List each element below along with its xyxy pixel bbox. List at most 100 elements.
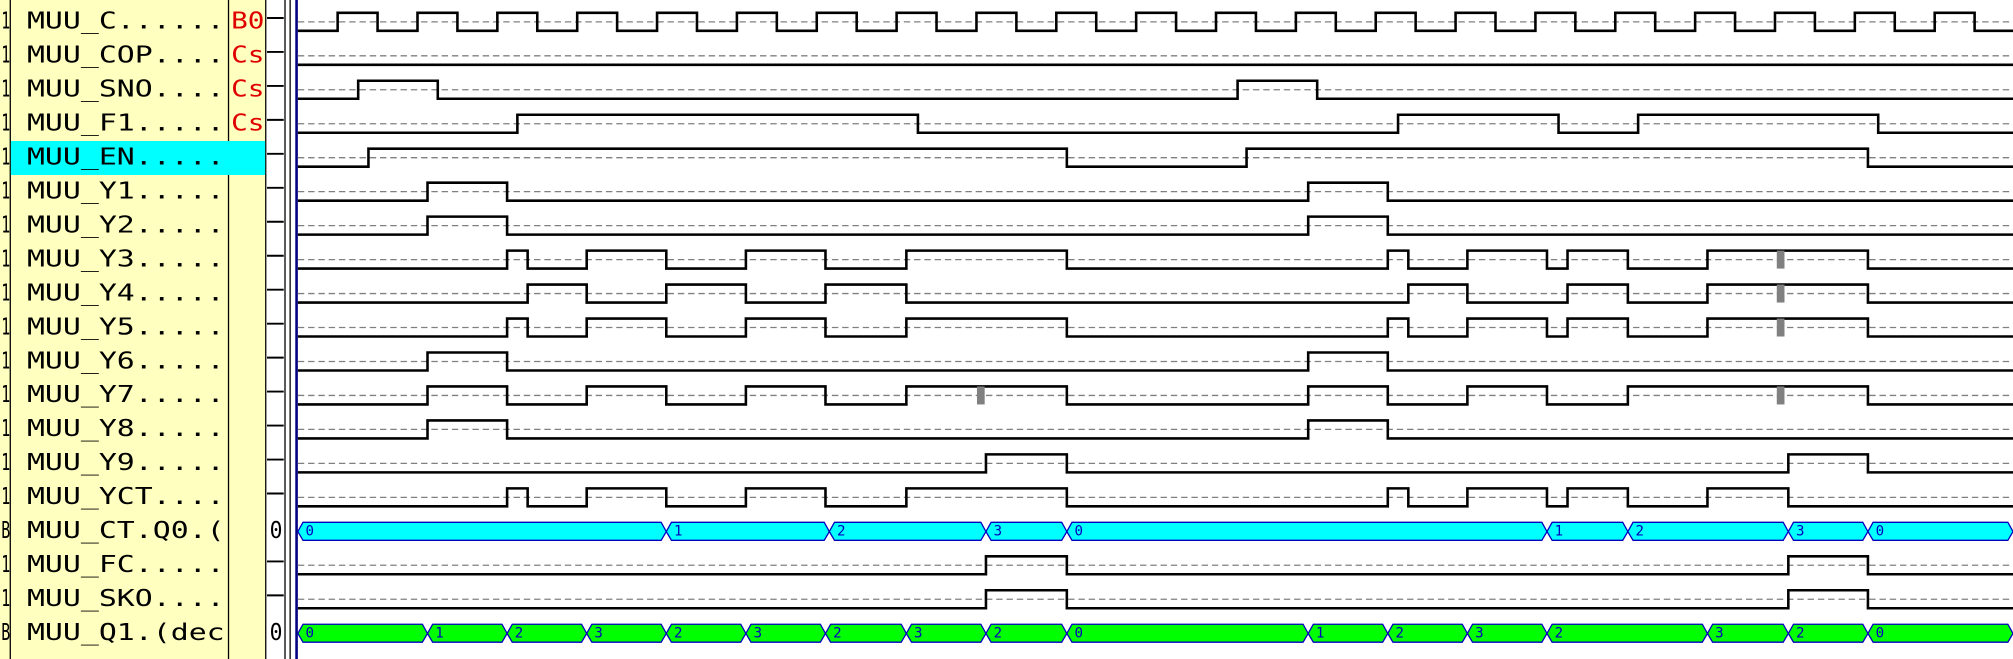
signal-name: MUU_CT.Q0.( xyxy=(27,518,225,544)
bus-segment xyxy=(1627,521,1790,541)
signal-name: MUU_Y7..... xyxy=(27,382,225,408)
signal-waveform xyxy=(297,181,2013,202)
bus-segment xyxy=(665,521,831,541)
bus-value: 0 xyxy=(1075,625,1083,641)
bus-value: 3 xyxy=(754,625,762,641)
bus-value: 2 xyxy=(1636,524,1644,540)
row-prefix: 1 xyxy=(1,144,10,170)
signal-name: MUU_F1..... xyxy=(27,111,225,137)
signal-waveform xyxy=(297,147,2013,168)
row-prefix: 1 xyxy=(1,586,10,612)
signal-waveform xyxy=(297,554,2013,576)
bus-value: 3 xyxy=(1475,625,1483,641)
row-prefix: B xyxy=(1,620,10,646)
row-prefix: 1 xyxy=(1,348,10,374)
bus-value: 0 xyxy=(306,524,314,540)
signal-name: MUU_FC..... xyxy=(27,552,225,578)
bus-value: 1 xyxy=(674,524,682,540)
glitch-marker xyxy=(1776,284,1785,303)
signal-waveform xyxy=(297,453,2013,474)
signal-name: MUU_Y9..... xyxy=(27,450,225,476)
signal-name: MUU_Q1.(dec xyxy=(27,620,225,646)
row-prefix: 1 xyxy=(1,9,10,35)
signal-name: MUU_Y2..... xyxy=(27,212,225,238)
signal-waveform xyxy=(297,215,2013,236)
signal-flag: Cs xyxy=(231,111,264,137)
bus-value: 0 xyxy=(1075,524,1083,540)
bus-value: 2 xyxy=(1796,625,1804,641)
row-prefix: 1 xyxy=(1,552,10,578)
row-prefix: 1 xyxy=(1,382,10,408)
bus-segment xyxy=(1867,521,2013,541)
bus-value: 2 xyxy=(994,625,1002,641)
bus-segment xyxy=(297,623,429,643)
signal-flag: Cs xyxy=(231,77,264,103)
bus-segment xyxy=(1066,521,1548,541)
glitch-marker xyxy=(1776,318,1785,337)
bus-value: 1 xyxy=(1316,625,1324,641)
signal-flag: Cs xyxy=(231,43,264,69)
signal-waveform xyxy=(297,385,2013,406)
bus-value: 3 xyxy=(994,524,1002,540)
signal-name: MUU_Y6..... xyxy=(27,348,225,374)
bus-value: 0 xyxy=(1876,625,1884,641)
row-prefix: 1 xyxy=(1,450,10,476)
row-prefix: 1 xyxy=(1,314,10,340)
bus-value: 3 xyxy=(914,625,922,641)
row-prefix: 1 xyxy=(1,43,10,69)
signal-waveform xyxy=(297,283,2013,304)
signal-name: MUU_SNO.... xyxy=(27,77,225,103)
bus-value: 1 xyxy=(1555,524,1563,540)
bus-segment xyxy=(828,521,987,541)
bus-value: 2 xyxy=(833,625,841,641)
signal-waveform xyxy=(297,351,2013,372)
bus-value: 2 xyxy=(1555,625,1563,641)
signal-waveform xyxy=(297,79,2013,101)
signal-name: MUU_C...... xyxy=(27,9,225,35)
signal-waveform xyxy=(297,249,2013,270)
bus-value: 3 xyxy=(1715,625,1723,641)
bus-value: 0 xyxy=(1876,524,1884,540)
bus-segment xyxy=(1867,623,2013,643)
signal-name: MUU_SKO.... xyxy=(27,586,225,612)
glitch-marker xyxy=(1776,250,1785,269)
signal-name: MUU_EN..... xyxy=(27,144,225,170)
signal-waveform xyxy=(297,487,2013,508)
bus-value: 3 xyxy=(594,625,602,641)
bus-segment xyxy=(1066,623,1309,643)
row-prefix: 1 xyxy=(1,246,10,272)
signal-name: MUU_Y4..... xyxy=(27,280,225,306)
bus-value: 1 xyxy=(435,625,443,641)
bus-value: 2 xyxy=(837,524,845,540)
signal-name: MUU_Y3..... xyxy=(27,246,225,272)
row-prefix: 1 xyxy=(1,111,10,137)
signal-waveform xyxy=(297,419,2013,440)
row-prefix: 1 xyxy=(1,416,10,442)
signal-name: MUU_COP.... xyxy=(27,43,225,69)
bus-value: 3 xyxy=(1796,524,1804,540)
glitch-marker xyxy=(1776,386,1785,405)
bus-value: 2 xyxy=(674,625,682,641)
signal-list-panel xyxy=(0,0,266,659)
row-prefix: 1 xyxy=(1,212,10,238)
row-prefix: 1 xyxy=(1,484,10,510)
bus-value: 2 xyxy=(515,625,523,641)
signal-name: MUU_Y8..... xyxy=(27,416,225,442)
row-prefix: B xyxy=(1,518,10,544)
signal-name: MUU_YCT.... xyxy=(27,484,225,510)
row-prefix: 1 xyxy=(1,178,10,204)
bus-segment xyxy=(1546,623,1709,643)
signal-name: MUU_Y5..... xyxy=(27,314,225,340)
signal-flag: B0 xyxy=(231,9,264,35)
selected-row-highlight xyxy=(10,140,266,175)
signal-value: 0 xyxy=(270,518,283,544)
glitch-marker xyxy=(976,386,985,405)
signal-name: MUU_Y1..... xyxy=(27,178,225,204)
value-panel xyxy=(265,0,291,659)
row-prefix: 1 xyxy=(1,77,10,103)
signal-value: 0 xyxy=(270,620,283,646)
signal-waveform xyxy=(297,317,2013,338)
signal-waveform xyxy=(297,113,2013,135)
